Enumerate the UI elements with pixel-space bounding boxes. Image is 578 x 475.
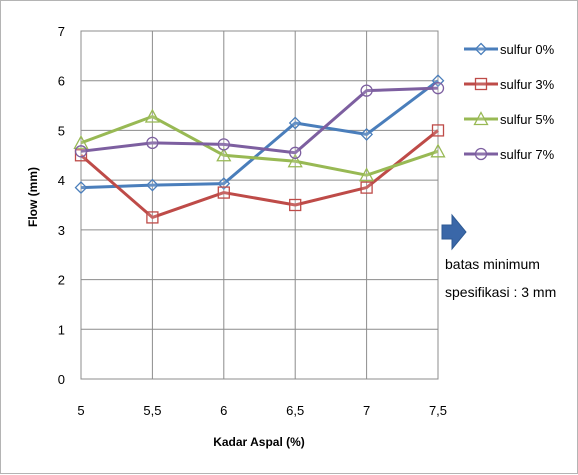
y-tick-label: 6 bbox=[58, 74, 65, 89]
data-point bbox=[217, 138, 230, 151]
data-point bbox=[360, 181, 373, 194]
data-point bbox=[145, 178, 159, 192]
legend-marker bbox=[474, 147, 488, 161]
x-axis-title: Kadar Aspal (%) bbox=[213, 435, 305, 449]
annotation-line-1: batas minimum bbox=[445, 256, 540, 272]
x-tick-label: 7 bbox=[363, 403, 370, 418]
data-point bbox=[217, 177, 231, 191]
data-point bbox=[430, 143, 446, 158]
x-tick-label: 6,5 bbox=[286, 403, 304, 418]
y-tick-label: 7 bbox=[58, 24, 65, 39]
annotation-line-2: spesifikasi : 3 mm bbox=[445, 284, 556, 300]
y-tick-label: 0 bbox=[58, 372, 65, 387]
legend-marker bbox=[473, 111, 489, 126]
series-3 bbox=[73, 108, 446, 182]
series-line bbox=[80, 129, 439, 219]
series-line bbox=[80, 86, 439, 155]
arrow-right-icon bbox=[441, 213, 467, 251]
data-point bbox=[359, 167, 375, 182]
series-line bbox=[80, 115, 439, 177]
y-tick-label: 5 bbox=[58, 123, 65, 138]
data-point bbox=[217, 186, 230, 199]
data-point bbox=[146, 136, 159, 150]
series-1 bbox=[74, 74, 445, 195]
data-point bbox=[287, 153, 303, 168]
legend-item: sulfur 7% bbox=[464, 147, 555, 162]
legend-label: sulfur 0% bbox=[500, 42, 555, 57]
data-point bbox=[360, 84, 373, 97]
legend-item: sulfur 3% bbox=[464, 77, 555, 92]
data-point bbox=[289, 198, 302, 212]
data-point bbox=[144, 108, 160, 123]
y-tick-label: 3 bbox=[58, 223, 65, 238]
plot-area bbox=[80, 30, 439, 380]
data-point bbox=[216, 147, 232, 162]
y-axis-title: Flow (mm) bbox=[26, 167, 40, 227]
y-tick-label: 1 bbox=[58, 322, 65, 337]
legend-marker bbox=[474, 42, 488, 56]
series-2 bbox=[74, 124, 445, 224]
data-point bbox=[431, 124, 445, 137]
legend: sulfur 0% sulfur 3% sulfur 5% sulfur 7% bbox=[464, 42, 555, 162]
data-point bbox=[73, 134, 89, 150]
series-line bbox=[80, 79, 439, 190]
x-tick-label: 6 bbox=[220, 403, 227, 418]
legend-item: sulfur 0% bbox=[464, 42, 555, 57]
data-point bbox=[146, 211, 159, 224]
data-point bbox=[74, 145, 88, 158]
x-tick-label: 5 bbox=[77, 403, 84, 418]
legend-label: sulfur 3% bbox=[500, 77, 555, 92]
legend-marker bbox=[474, 77, 488, 91]
axes: 0 1 2 3 4 5 6 7 5 5,5 6 6,5 7 7,5 bbox=[58, 24, 447, 418]
grid bbox=[80, 30, 439, 380]
x-tick-label: 5,5 bbox=[143, 403, 161, 418]
legend-label: sulfur 5% bbox=[500, 112, 555, 127]
legend-item: sulfur 5% bbox=[464, 111, 555, 127]
min-spec-annotation: batas minimum spesifikasi : 3 mm bbox=[441, 213, 556, 300]
legend-label: sulfur 7% bbox=[500, 147, 555, 162]
data-point bbox=[360, 127, 374, 141]
data-point bbox=[288, 116, 302, 130]
data-point bbox=[289, 146, 302, 159]
data-point bbox=[74, 181, 88, 195]
data-point bbox=[74, 149, 88, 162]
series-4 bbox=[74, 82, 445, 159]
data-point bbox=[431, 82, 445, 95]
y-tick-label: 2 bbox=[58, 273, 65, 288]
y-tick-label: 4 bbox=[58, 173, 65, 188]
series-layer bbox=[73, 74, 446, 224]
x-tick-label: 7,5 bbox=[429, 403, 447, 418]
